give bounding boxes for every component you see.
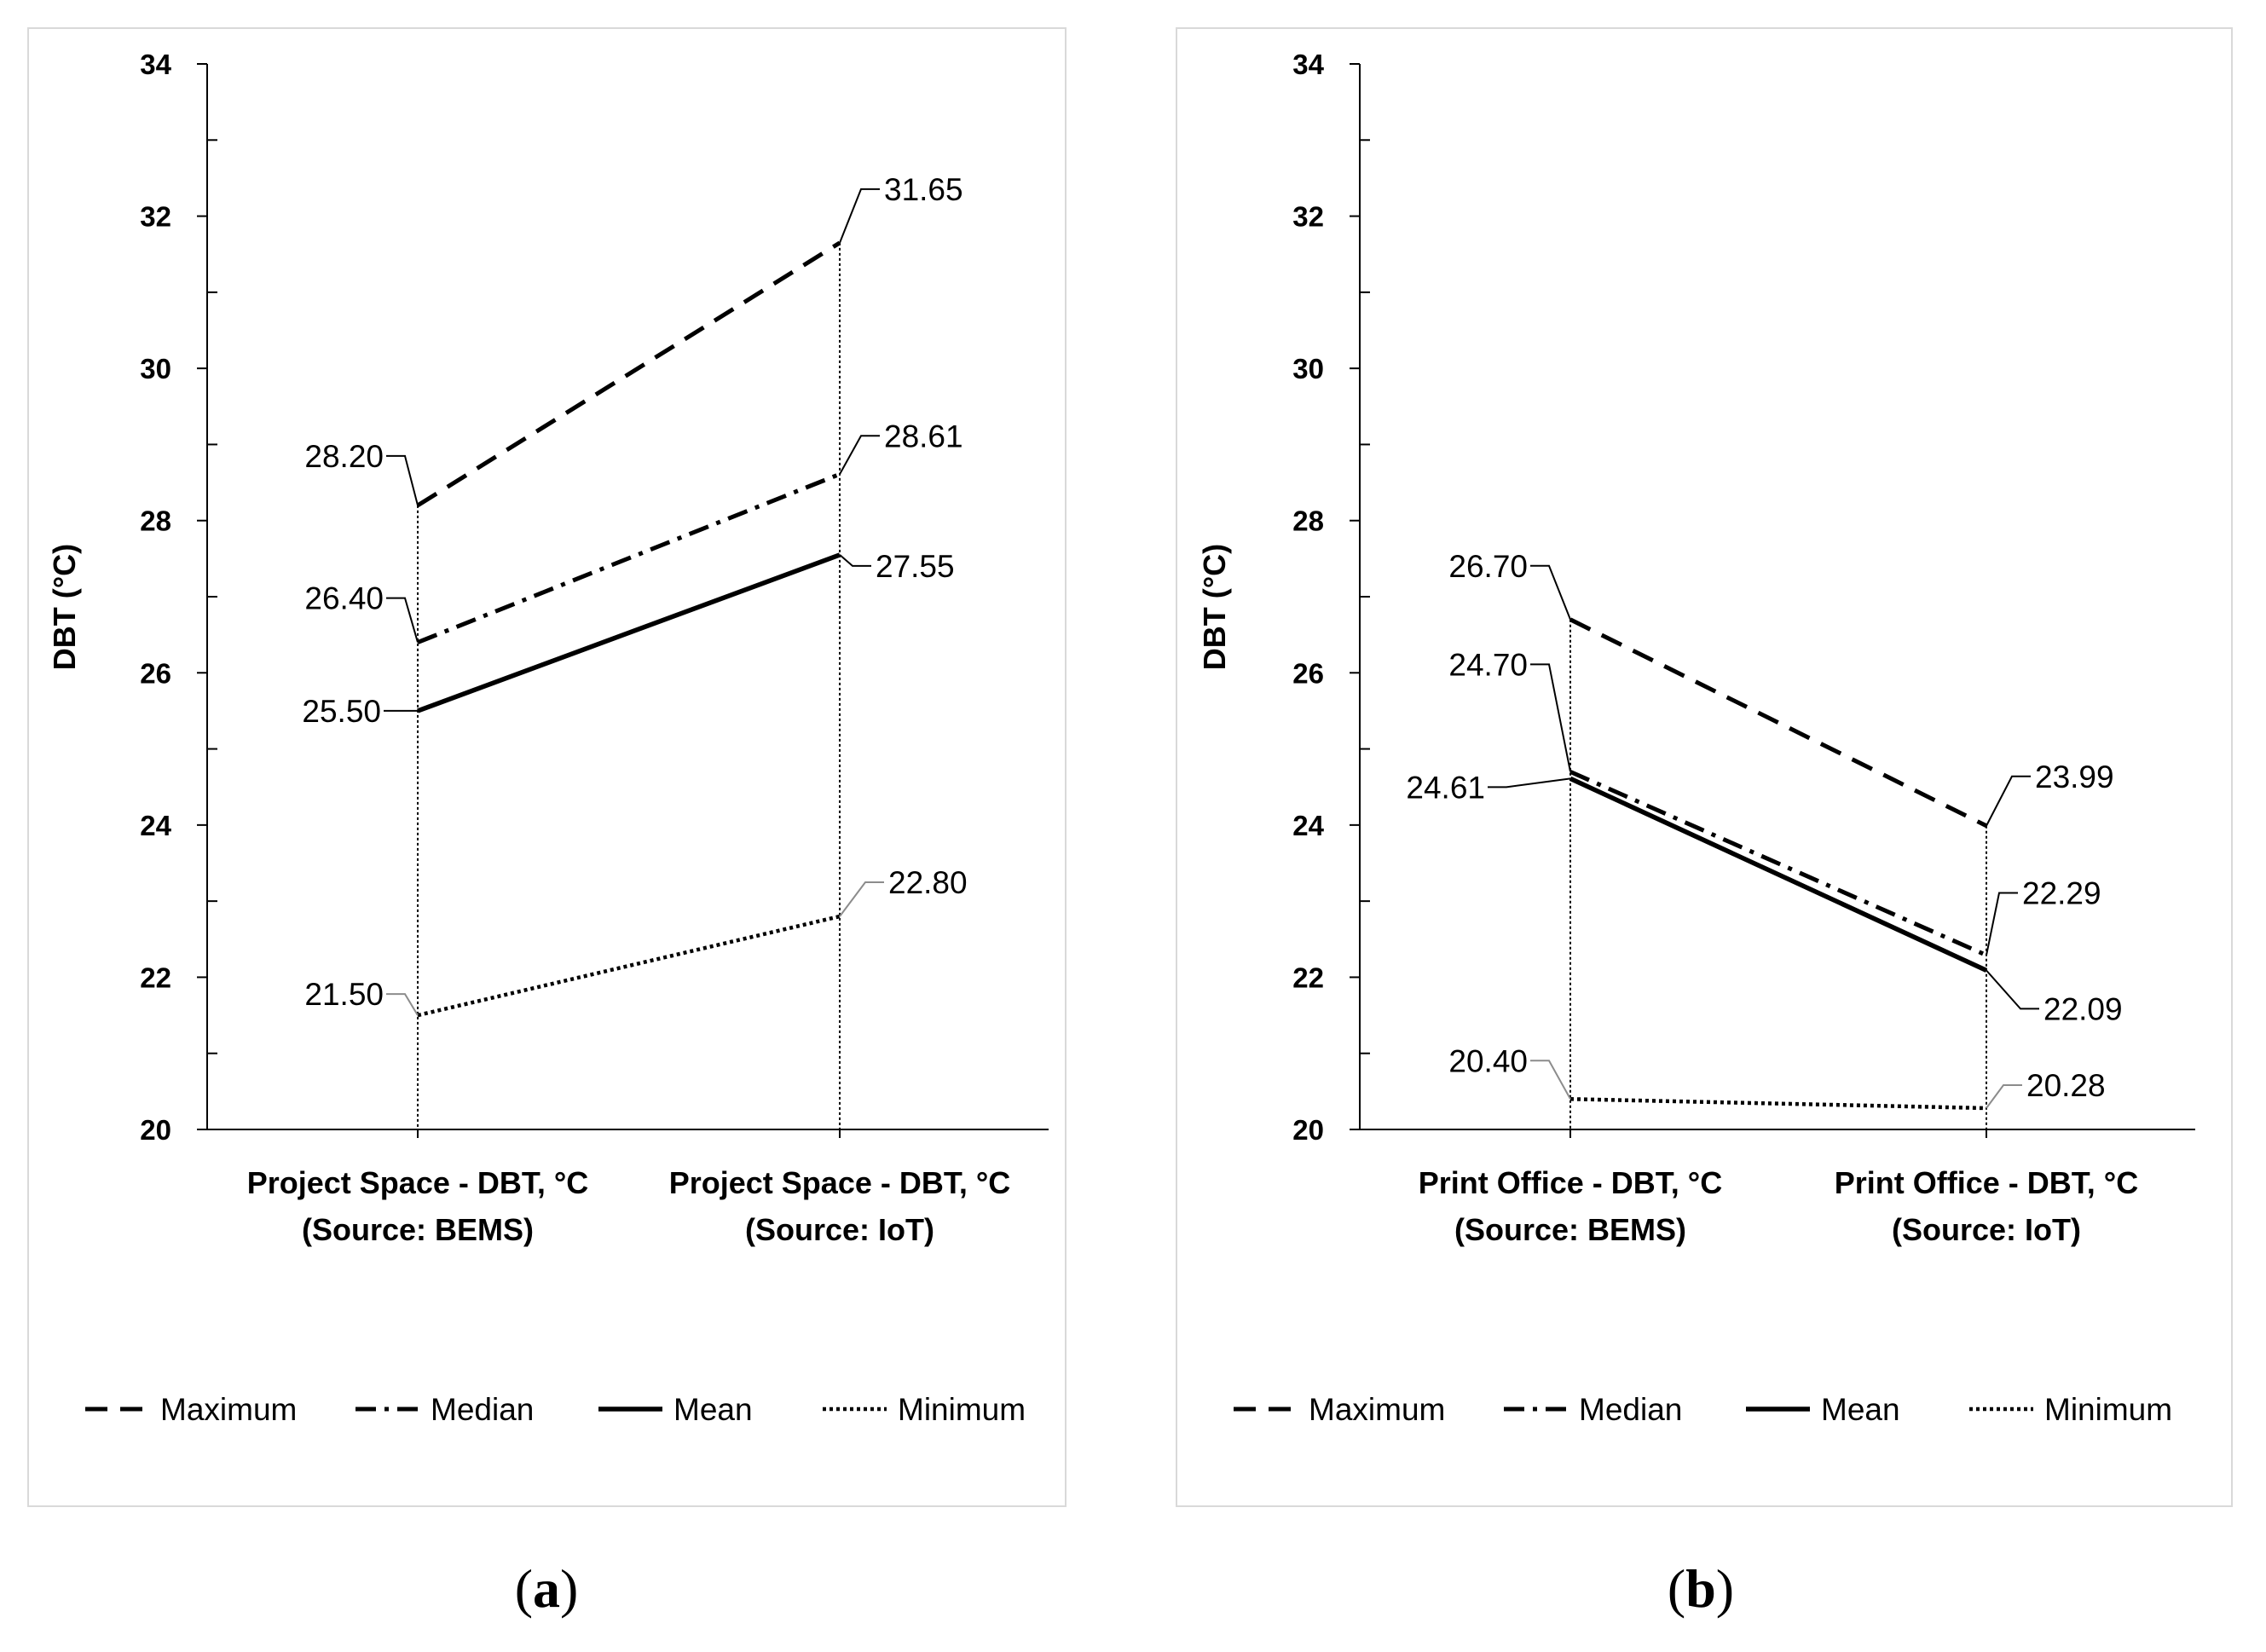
- data-label-leader: [1530, 1060, 1571, 1100]
- data-label: 28.61: [884, 419, 963, 453]
- data-label: 24.70: [1448, 647, 1528, 682]
- data-label: 31.65: [884, 172, 963, 207]
- x-category-label: Print Office - DBT, °C: [1835, 1165, 2138, 1200]
- panel-label: (b): [1668, 1558, 1734, 1619]
- data-label: 26.40: [304, 581, 384, 616]
- data-label: 22.29: [2022, 876, 2101, 911]
- legend-label-median: Median: [1579, 1392, 1682, 1427]
- x-category-label: (Source: IoT): [745, 1212, 934, 1247]
- legend-label-median: Median: [431, 1392, 534, 1427]
- y-tick-label: 26: [1292, 657, 1324, 689]
- y-tick-label: 22: [1292, 962, 1324, 993]
- data-label: 28.20: [304, 439, 384, 474]
- y-tick-label: 32: [1292, 201, 1324, 233]
- data-label: 20.40: [1448, 1043, 1528, 1078]
- legend-label-maximum: Maximum: [1309, 1392, 1445, 1427]
- x-category-label: Project Space - DBT, °C: [247, 1165, 589, 1200]
- data-label-leader: [839, 188, 880, 244]
- chart-panel-b: 20 22 24 26 28 30 32 34 DBT (°C) Print Office - D…: [1176, 27, 2233, 1507]
- series-line-maximum: [1569, 617, 1988, 828]
- data-label: 27.55: [876, 549, 955, 584]
- data-label: 22.80: [888, 865, 968, 900]
- legend-label-mean: Mean: [1821, 1392, 1900, 1427]
- legend-label-maximum: Maximum: [160, 1392, 297, 1427]
- series-line-median: [417, 471, 841, 644]
- legend: Maximum Median Mean Minimum: [85, 1392, 1026, 1427]
- x-category-label: (Source: BEMS): [1454, 1212, 1686, 1247]
- data-label-leader: [839, 435, 880, 475]
- series-line-minimum: [1569, 1097, 1987, 1111]
- y-tick-label: 28: [140, 505, 171, 537]
- legend-label-minimum: Minimum: [2044, 1392, 2172, 1427]
- panel-frame: [1176, 27, 2233, 1507]
- panel-frame: [27, 27, 1067, 1507]
- data-label-leader: [386, 597, 419, 643]
- y-tick-label: 24: [140, 810, 171, 841]
- data-label: 24.61: [1406, 770, 1485, 805]
- series-line-mean: [1569, 776, 1988, 973]
- panel-label: (a): [515, 1558, 579, 1619]
- data-label: 21.50: [304, 977, 384, 1012]
- series-line-maximum: [416, 240, 841, 507]
- y-axis-label: DBT (°C): [1197, 544, 1232, 670]
- series-line-minimum: [417, 914, 841, 1018]
- y-tick-label: 22: [140, 962, 171, 993]
- data-label-leader: [1986, 969, 2039, 1010]
- x-category-label: Project Space - DBT, °C: [669, 1165, 1011, 1200]
- y-tick-label: 30: [140, 353, 171, 384]
- data-label: 26.70: [1448, 549, 1528, 584]
- data-label-leader: [1530, 663, 1571, 772]
- y-tick-label: 32: [140, 201, 171, 233]
- data-label-leader: [1986, 1084, 2022, 1109]
- data-label-leader: [839, 554, 871, 567]
- series-line-median: [1569, 770, 1988, 957]
- data-label: 22.09: [2043, 991, 2123, 1026]
- data-label-leader: [839, 881, 884, 917]
- data-label-leader: [1488, 777, 1571, 788]
- legend: Maximum Median Mean Minimum: [1234, 1392, 2172, 1427]
- legend-label-minimum: Minimum: [898, 1392, 1026, 1427]
- data-label-leader: [386, 454, 419, 506]
- x-category-label: (Source: IoT): [1892, 1212, 2081, 1247]
- data-label: 25.50: [302, 694, 381, 729]
- y-tick-label: 34: [1292, 49, 1324, 80]
- data-label: 23.99: [2035, 760, 2114, 794]
- series-line-mean: [417, 552, 841, 713]
- data-label-leader: [1986, 775, 2031, 827]
- legend-label-mean: Mean: [673, 1392, 753, 1427]
- y-axis-label: DBT (°C): [47, 544, 82, 670]
- x-category-label: (Source: BEMS): [302, 1212, 534, 1247]
- x-category-label: Print Office - DBT, °C: [1419, 1165, 1722, 1200]
- y-tick-label: 24: [1292, 810, 1324, 841]
- y-tick-label: 20: [140, 1114, 171, 1146]
- y-tick-label: 26: [140, 657, 171, 689]
- y-tick-label: 20: [1292, 1114, 1324, 1146]
- y-tick-label: 34: [140, 49, 171, 80]
- data-label: 20.28: [2026, 1068, 2106, 1103]
- y-tick-label: 30: [1292, 353, 1324, 384]
- data-label-leader: [386, 993, 419, 1016]
- data-label-leader: [1986, 892, 2018, 956]
- data-label-leader: [1530, 564, 1571, 621]
- chart-panel-a: 20 22 24 26 28 30 32 34 DBT (°C) Project Space - …: [27, 27, 1067, 1507]
- y-tick-label: 28: [1292, 505, 1324, 537]
